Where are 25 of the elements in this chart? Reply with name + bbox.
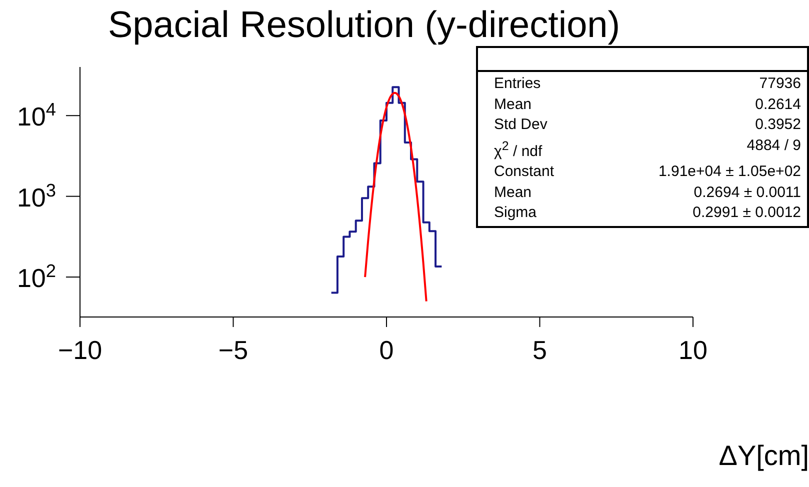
y-tick-label: 10$^{4}$	[16, 100, 56, 132]
annotation: Sigma	[494, 203, 537, 223]
x-axis-title: ΔY[cm]	[718, 440, 809, 472]
x-tick-label: −10	[58, 335, 102, 365]
y-tick-label: 10$^{3}$	[16, 180, 56, 212]
annotation: Entries	[494, 74, 541, 94]
line-series	[364, 92, 428, 302]
annotation: Std Dev	[494, 115, 548, 135]
annotation: Mean	[494, 94, 532, 114]
annotation: 0.2991 ± 0.0012	[692, 203, 801, 223]
x-tick-label: 10	[678, 335, 708, 365]
x-tick-label: 0	[379, 335, 394, 365]
x-tick-label: −5	[218, 335, 248, 365]
y-tick-label: 10$^{2}$	[16, 261, 56, 294]
text: 77936	[759, 74, 801, 94]
text: 4884 / 9	[746, 136, 801, 156]
annotation: Mean	[494, 182, 532, 202]
annotation: χ$^{2}$ / ndf	[494, 138, 542, 162]
chart-title: Spacial Resolution (y-direction)	[108, 4, 620, 46]
annotation: 1.91e+04 ± 1.05e+02	[658, 162, 801, 182]
annotation: Constant	[494, 162, 554, 182]
x-tick-label: 5	[532, 335, 547, 365]
text: 0.2694 ± 0.0011	[694, 182, 801, 202]
text: 0.3952	[755, 115, 801, 135]
text: 0.2614	[755, 94, 801, 114]
